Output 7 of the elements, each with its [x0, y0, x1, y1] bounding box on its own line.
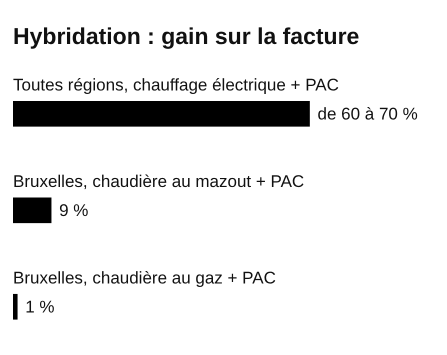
data-label: de 60 à 70 % [318, 104, 418, 124]
y-tick-label: Toutes régions, chauffage électrique + PAC [13, 76, 339, 95]
data-label: 1 % [25, 297, 55, 316]
y-tick-label: Bruxelles, chaudière au mazout + PAC [13, 172, 304, 191]
data-label: 9 % [59, 200, 88, 220]
y-tick-label: Bruxelles, chaudière au gaz + PAC [13, 268, 276, 288]
chart-title: Hybridation : gain sur la facture [13, 23, 360, 50]
